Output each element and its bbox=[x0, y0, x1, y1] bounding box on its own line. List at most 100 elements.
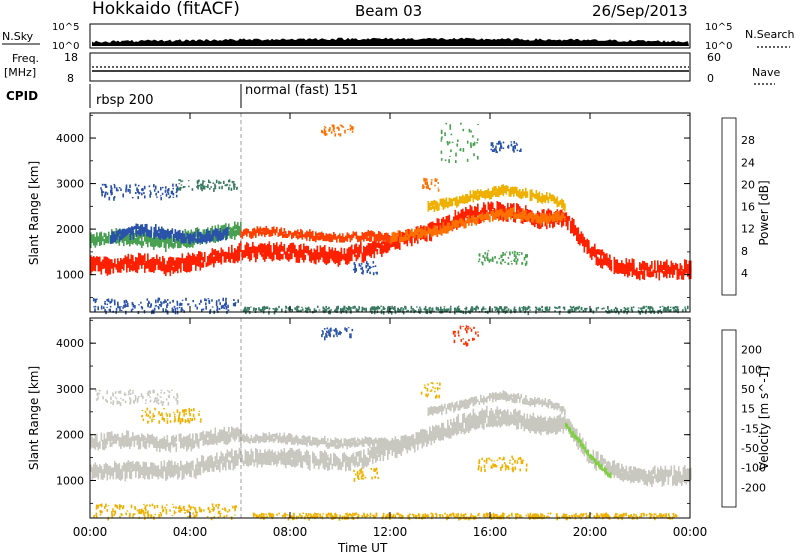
echo-cell bbox=[255, 249, 257, 261]
echo-cell bbox=[105, 185, 108, 188]
echo-cell bbox=[494, 147, 496, 151]
echo-cell bbox=[167, 228, 169, 234]
echo-cell bbox=[573, 437, 575, 442]
echo-cell bbox=[304, 451, 307, 459]
echo-cell bbox=[131, 308, 134, 311]
echo-cell bbox=[494, 306, 496, 309]
echo-cell bbox=[471, 221, 473, 226]
echo-cell bbox=[432, 425, 434, 435]
echo-cell bbox=[216, 309, 218, 311]
echo-cell bbox=[280, 452, 283, 462]
echo-cell bbox=[266, 306, 269, 310]
echo-cell bbox=[298, 448, 301, 460]
echo-cell bbox=[234, 428, 236, 437]
echo-cell bbox=[397, 242, 400, 249]
echo-cell bbox=[199, 251, 202, 262]
echo-cell bbox=[504, 307, 507, 309]
echo-cell bbox=[475, 422, 478, 426]
echo-cell bbox=[237, 225, 239, 235]
echo-cell bbox=[288, 245, 290, 250]
echo-cell bbox=[141, 255, 143, 264]
echo-cell bbox=[132, 231, 135, 240]
echo-cell bbox=[225, 461, 227, 471]
echo-cell bbox=[380, 305, 382, 307]
echo-cell bbox=[171, 190, 174, 195]
echo-cell bbox=[134, 225, 136, 230]
echo-cell bbox=[322, 309, 325, 312]
echo-cell bbox=[195, 228, 197, 237]
echo-cell bbox=[470, 308, 472, 313]
echo-cell bbox=[666, 269, 668, 279]
echo-cell bbox=[439, 225, 442, 233]
echo-cell bbox=[391, 446, 394, 454]
echo-cell bbox=[423, 308, 425, 310]
echo-cell bbox=[187, 442, 190, 449]
echo-cell bbox=[103, 238, 106, 244]
echo-cell bbox=[462, 219, 464, 227]
echo-cell bbox=[123, 300, 126, 304]
echo-cell bbox=[129, 190, 131, 193]
echo-cell bbox=[460, 310, 462, 312]
echo-cell bbox=[361, 271, 363, 274]
echo-cell bbox=[307, 451, 310, 460]
echo-cell bbox=[597, 256, 599, 266]
echo-cell bbox=[507, 215, 509, 220]
echo-cell bbox=[472, 215, 475, 219]
echo-cell bbox=[346, 235, 349, 242]
echo-cell bbox=[205, 436, 208, 445]
echo-cell bbox=[499, 261, 502, 264]
echo-cell bbox=[433, 225, 436, 229]
echo-cell bbox=[125, 305, 128, 307]
echo-cell bbox=[166, 436, 169, 447]
echo-cell bbox=[112, 437, 115, 445]
echo-cell bbox=[170, 230, 172, 234]
echo-cell bbox=[109, 300, 111, 304]
echo-cell bbox=[204, 251, 206, 262]
echo-cell bbox=[274, 231, 277, 236]
echo-cell bbox=[460, 196, 463, 204]
echo-cell bbox=[193, 254, 196, 261]
echo-cell bbox=[205, 186, 208, 188]
echo-cell bbox=[493, 149, 495, 152]
echo-cell bbox=[127, 188, 129, 192]
echo-cell bbox=[492, 420, 494, 428]
echo-cell bbox=[110, 185, 112, 189]
echo-cell bbox=[363, 457, 365, 469]
echo-cell bbox=[165, 233, 167, 244]
echo-cell bbox=[597, 452, 599, 464]
echo-cell bbox=[396, 441, 398, 449]
echo-cell bbox=[499, 202, 502, 213]
echo-cell bbox=[313, 252, 316, 264]
echo-cell bbox=[444, 132, 446, 137]
echo-cell bbox=[577, 442, 580, 450]
echo-cell bbox=[595, 249, 598, 255]
echo-cell bbox=[410, 310, 412, 313]
echo-cell bbox=[472, 195, 475, 203]
echo-cell bbox=[165, 230, 168, 237]
echo-cell bbox=[277, 248, 280, 260]
echo-cell bbox=[303, 243, 305, 255]
echo-cell bbox=[600, 454, 602, 461]
echo-cell bbox=[486, 253, 489, 257]
echo-cell bbox=[475, 195, 478, 200]
echo-cell bbox=[150, 435, 152, 444]
echo-cell bbox=[150, 238, 152, 247]
echo-cell bbox=[535, 190, 538, 196]
echo-cell bbox=[383, 307, 385, 310]
echo-cell bbox=[145, 469, 148, 476]
echo-cell bbox=[139, 240, 142, 246]
echo-cell bbox=[676, 471, 679, 478]
echo-cell bbox=[177, 241, 179, 249]
echo-cell bbox=[232, 427, 235, 437]
echo-cell bbox=[418, 233, 421, 239]
echo-cell bbox=[262, 228, 265, 234]
echo-cell bbox=[174, 232, 177, 239]
echo-cell bbox=[630, 263, 632, 270]
echo-cell bbox=[106, 236, 109, 243]
echo-cell bbox=[513, 214, 515, 219]
echo-cell bbox=[669, 469, 671, 477]
echo-cell bbox=[179, 179, 182, 182]
echo-cell bbox=[140, 229, 142, 237]
echo-cell bbox=[453, 220, 455, 227]
